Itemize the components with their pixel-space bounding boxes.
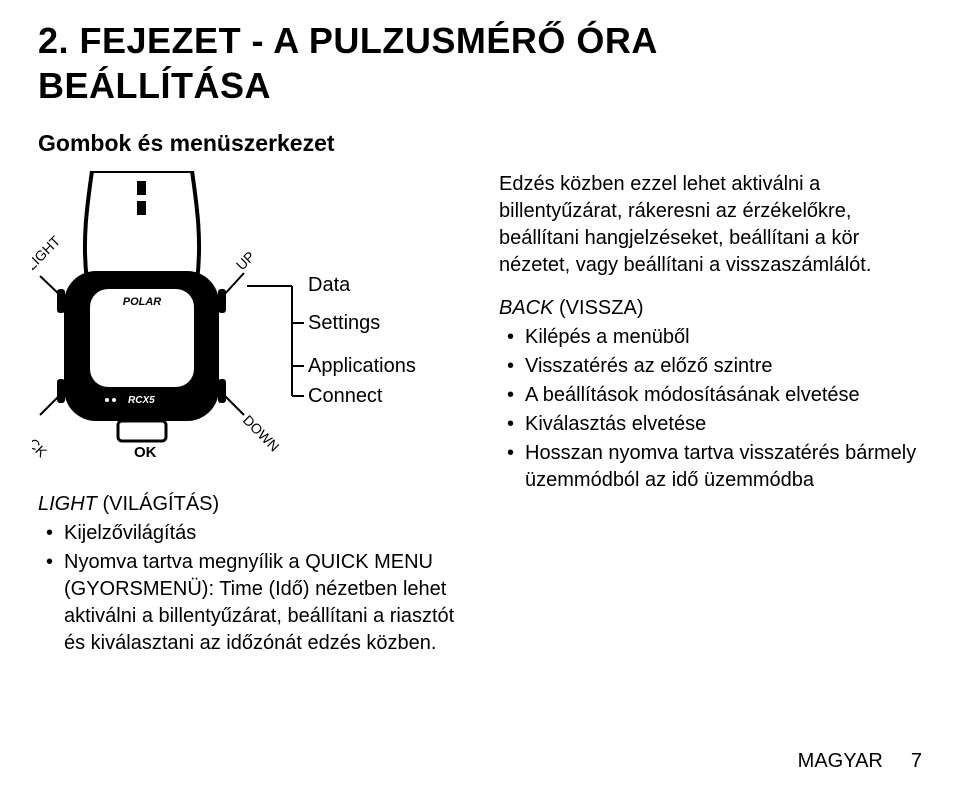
chapter-heading: 2. FEJEZET - A PULZUSMÉRŐ ÓRA BEÁLLÍTÁSA: [38, 18, 922, 108]
light-section-title: LIGHT (VILÁGÍTÁS): [38, 491, 461, 518]
ok-label: OK: [134, 444, 157, 461]
heading-line2: BEÁLLÍTÁSA: [38, 65, 271, 106]
menu-connect: Connect: [308, 385, 383, 407]
back-bullet-1: Visszatérés az előző szintre: [503, 353, 922, 380]
back-section-title: BACK (VISSZA): [499, 295, 922, 322]
light-ital: LIGHT: [38, 493, 97, 515]
right-intro: Edzés közben ezzel lehet aktiválni a bil…: [499, 171, 922, 279]
down-label: DOWN: [240, 412, 283, 455]
back-bullet-4: Hosszan nyomva tartva visszatérés bármel…: [503, 440, 922, 494]
model-label: RCX5: [128, 395, 155, 406]
back-bullets: Kilépés a menüből Visszatérés az előző s…: [499, 324, 922, 494]
brand-label: POLAR: [123, 296, 162, 308]
light-bullets: Kijelzővilágítás Nyomva tartva megnyílik…: [38, 520, 461, 657]
light-bullet-0: Kijelzővilágítás: [42, 520, 461, 547]
footer-lang: MAGYAR: [798, 750, 883, 772]
back-ital: BACK: [499, 297, 553, 319]
light-rest: (VILÁGÍTÁS): [97, 493, 219, 515]
footer-page: 7: [911, 750, 922, 772]
content-columns: POLAR RCX5 OK LIGHT: [38, 171, 922, 667]
menu-settings: Settings: [308, 312, 380, 334]
heading-line1: 2. FEJEZET - A PULZUSMÉRŐ ÓRA: [38, 20, 658, 61]
left-column: POLAR RCX5 OK LIGHT: [38, 171, 461, 667]
up-label: UP: [233, 248, 258, 273]
back-label: BACK: [32, 422, 51, 461]
section-subheading: Gombok és menüszerkezet: [38, 130, 922, 157]
back-bullet-2: A beállítások módosításának elvetése: [503, 382, 922, 409]
watch-diagram: POLAR RCX5 OK LIGHT: [32, 171, 461, 469]
light-bullet-1: Nyomva tartva megnyílik a QUICK MENU (GY…: [42, 549, 461, 657]
menu-applications: Applications: [308, 355, 416, 377]
menu-data: Data: [308, 274, 351, 296]
back-bullet-0: Kilépés a menüből: [503, 324, 922, 351]
back-bullet-3: Kiválasztás elvetése: [503, 411, 922, 438]
page-footer: MAGYAR 7: [798, 750, 922, 773]
right-column: Edzés közben ezzel lehet aktiválni a bil…: [499, 171, 922, 667]
light-label: LIGHT: [32, 232, 64, 273]
back-rest: (VISSZA): [553, 297, 643, 319]
